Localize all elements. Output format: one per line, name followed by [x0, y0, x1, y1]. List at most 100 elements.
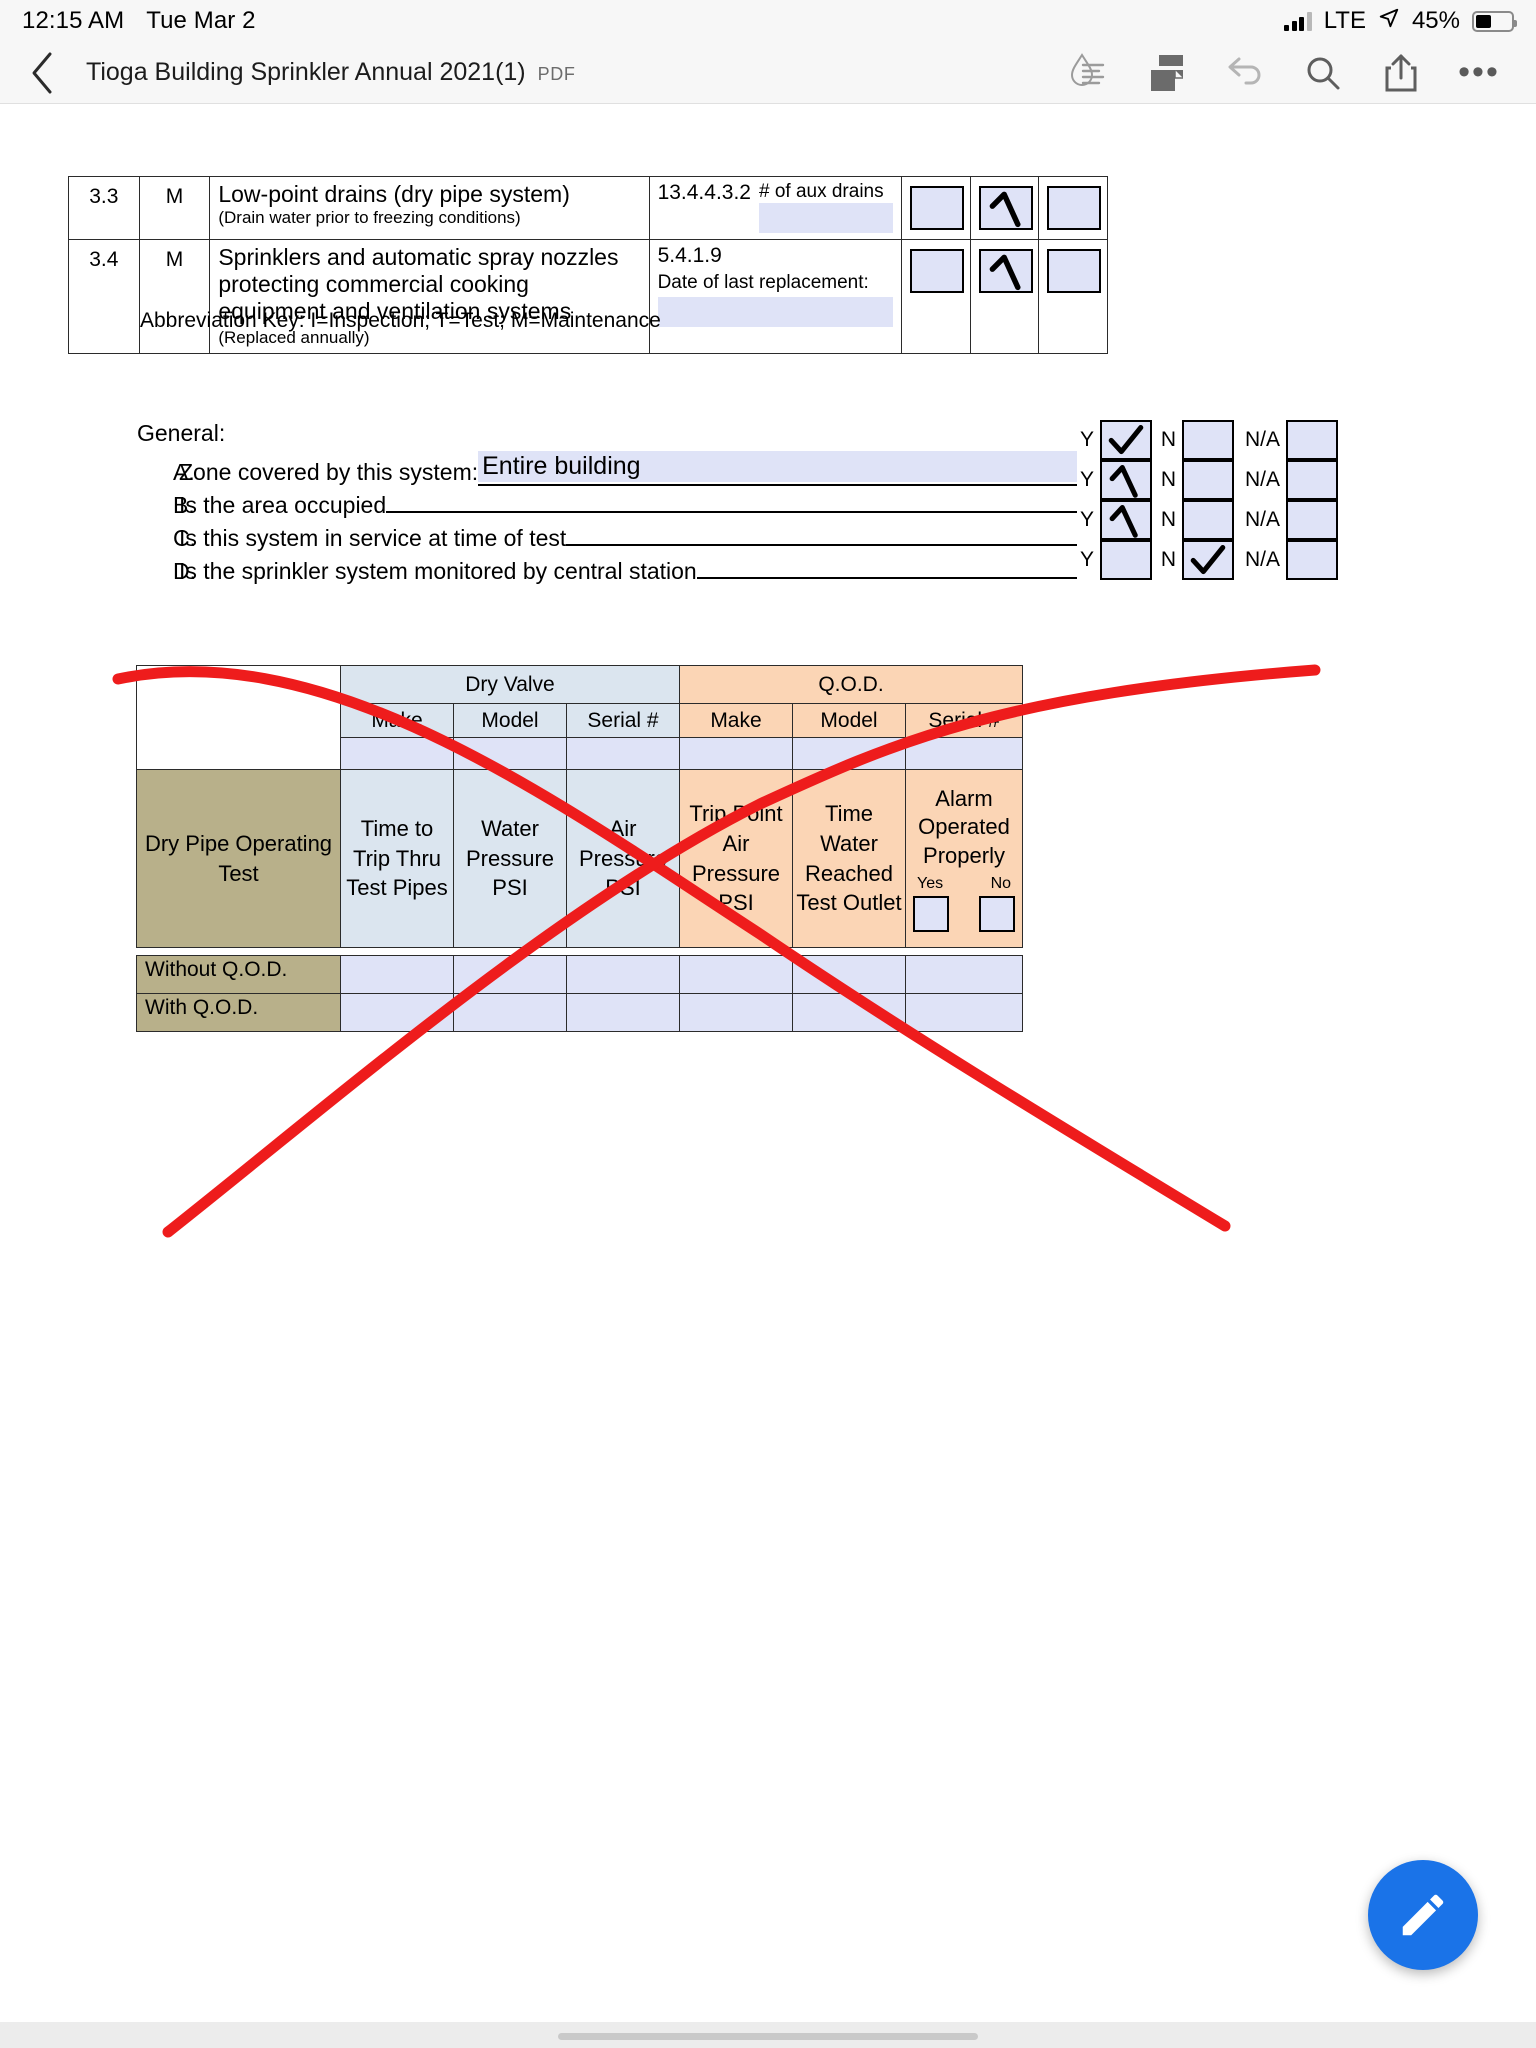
checkbox-cell-3[interactable]: [1038, 176, 1108, 240]
bottom-bar: [0, 2022, 1536, 2048]
table-row: 3.4 M Sprinklers and automatic spray noz…: [68, 238, 1108, 355]
inspection-table: 3.3 M Low-point drains (dry pipe system)…: [68, 176, 1108, 355]
page-layout-button[interactable]: [1128, 42, 1206, 104]
label-yes: Y: [1079, 508, 1094, 531]
battery-percent-label: 45%: [1411, 7, 1460, 34]
checkbox-empty[interactable]: [1047, 249, 1102, 293]
checkbox-yes-b[interactable]: [1100, 460, 1152, 500]
cell-without-qod-3[interactable]: [566, 955, 680, 994]
aux-drains-input[interactable]: [758, 203, 893, 233]
checkbox-yes-d[interactable]: [1100, 540, 1152, 580]
choice-row-c: Y N N/A: [1070, 500, 1338, 540]
input-dv-serial[interactable]: [566, 737, 680, 770]
abbreviation-key: Abbreviation Key: I=Inspection; T=Test; …: [140, 309, 661, 332]
reference-code: 5.4.1.9: [657, 244, 722, 267]
checkbox-yes-c[interactable]: [1100, 500, 1152, 540]
general-title: General:: [137, 420, 226, 446]
chevron-left-icon: [32, 52, 52, 93]
row-reference: 5.4.1.9 Date of last replacement:: [648, 238, 902, 355]
pdf-page[interactable]: 3.3 M Low-point drains (dry pipe system)…: [0, 104, 1536, 1934]
cell-with-qod-3[interactable]: [566, 993, 680, 1032]
cell-without-qod-5[interactable]: [792, 955, 906, 994]
status-bar-right: LTE 45%: [1284, 7, 1517, 36]
group-header-qod: Q.O.D.: [678, 665, 1024, 704]
check-mark-icon: [1108, 425, 1144, 455]
label-yes: Y: [1079, 428, 1094, 451]
field-underline[interactable]: [566, 544, 1077, 546]
checkbox-no-d[interactable]: [1182, 540, 1234, 580]
checkbox-marked[interactable]: [978, 249, 1033, 293]
cell-with-qod-1[interactable]: [340, 993, 454, 1032]
checkbox-empty[interactable]: [909, 186, 964, 230]
checkbox-marked[interactable]: [978, 186, 1033, 230]
input-qod-serial[interactable]: [904, 737, 1024, 770]
document-filetype: PDF: [537, 64, 576, 84]
item-letter: C.: [173, 525, 196, 551]
last-replacement-date-input[interactable]: [657, 297, 893, 327]
zone-covered-input[interactable]: Entire building: [478, 451, 1077, 482]
caret-mark-icon: [1109, 505, 1138, 538]
input-qod-make[interactable]: [679, 737, 793, 770]
cell-with-qod-2[interactable]: [453, 993, 567, 1032]
checkbox-na-b[interactable]: [1286, 460, 1338, 500]
alarm-label: Alarm Operated Properly: [918, 785, 1010, 868]
general-item-c: C. Is this system in service at time of …: [137, 519, 1077, 552]
input-dv-make[interactable]: [340, 737, 454, 770]
checkbox-na-a[interactable]: [1286, 420, 1338, 460]
status-bar-left: 12:15 AM Tue Mar 2: [22, 7, 256, 35]
cell-with-qod-6[interactable]: [905, 993, 1023, 1032]
alarm-yes-checkbox[interactable]: [913, 896, 949, 933]
checkbox-cell-2[interactable]: [969, 176, 1040, 240]
row-description-sub: (Replaced annually): [218, 328, 370, 348]
checkbox-yes-a[interactable]: [1100, 420, 1152, 460]
input-dv-model[interactable]: [453, 737, 567, 770]
col-header-time-water-reached: Time Water Reached Test Outlet: [792, 769, 906, 948]
table-row: 3.3 M Low-point drains (dry pipe system)…: [68, 176, 1108, 240]
page-layout-icon: [1151, 54, 1183, 91]
back-button[interactable]: [0, 50, 86, 96]
document-title: Tioga Building Sprinkler Annual 2021(1): [86, 58, 526, 86]
col-header-trip-point-air: Trip Point Air Pressure PSI: [679, 769, 793, 948]
alarm-yes-label: Yes: [917, 874, 944, 892]
undo-button[interactable]: [1206, 42, 1284, 104]
cell-without-qod-4[interactable]: [679, 955, 793, 994]
general-section: General: A. Zone covered by this system:…: [137, 420, 1077, 585]
checkbox-cell-3[interactable]: [1038, 238, 1108, 355]
label-na: N/A: [1244, 468, 1280, 491]
cell-with-qod-4[interactable]: [679, 993, 793, 1032]
col-header-air-pressure: Air Pressure PSI: [566, 769, 680, 948]
cell-without-qod-6[interactable]: [905, 955, 1023, 994]
cell-with-qod-5[interactable]: [792, 993, 906, 1032]
checkbox-na-d[interactable]: [1286, 540, 1338, 580]
row-number: 3.3: [68, 176, 140, 240]
checkbox-no-b[interactable]: [1182, 460, 1234, 500]
row-label-dry-pipe-operating-test: Dry Pipe Operating Test: [136, 769, 341, 948]
more-options-button[interactable]: •••: [1440, 42, 1518, 104]
cell-without-qod-2[interactable]: [453, 955, 567, 994]
col-header-water-pressure: Water Pressure PSI: [453, 769, 567, 948]
ink-annotate-button[interactable]: [1050, 42, 1128, 104]
checkbox-no-c[interactable]: [1182, 500, 1234, 540]
search-button[interactable]: [1284, 42, 1362, 104]
checkbox-empty[interactable]: [909, 249, 964, 293]
share-button[interactable]: [1362, 42, 1440, 104]
reference-code: 13.4.4.3.2: [657, 181, 751, 204]
signal-bars-icon: [1284, 11, 1312, 31]
dry-pipe-test-header-row: Dry Pipe Operating Test Time to Trip Thr…: [136, 769, 1024, 948]
edit-fab-button[interactable]: [1368, 1860, 1478, 1970]
general-item-a: A. Zone covered by this system: Entire b…: [137, 451, 1077, 486]
cell-without-qod-1[interactable]: [340, 955, 454, 994]
input-qod-model[interactable]: [792, 737, 906, 770]
checkbox-cell-2[interactable]: [969, 238, 1040, 355]
checkbox-cell-1[interactable]: [900, 176, 971, 240]
checkbox-no-a[interactable]: [1182, 420, 1234, 460]
field-underline[interactable]: [696, 577, 1077, 579]
checkbox-cell-1[interactable]: [900, 238, 971, 355]
checkbox-na-c[interactable]: [1286, 500, 1338, 540]
checkbox-empty[interactable]: [1047, 186, 1102, 230]
item-letter: D.: [173, 558, 196, 584]
item-letter: B.: [173, 492, 195, 518]
pencil-edit-icon: [1402, 1894, 1444, 1936]
alarm-no-checkbox[interactable]: [979, 896, 1016, 933]
field-underline[interactable]: [386, 511, 1077, 513]
